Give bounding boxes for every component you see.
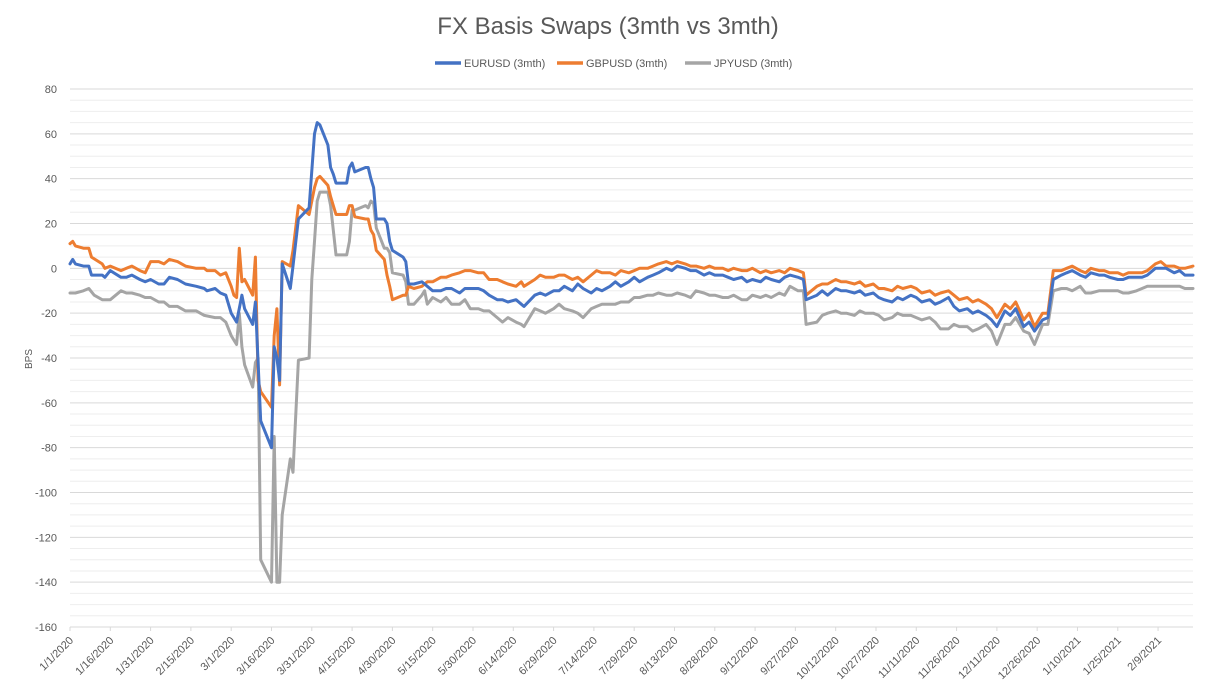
y-tick-label: -160 bbox=[35, 622, 57, 634]
y-axis-label: BPS bbox=[24, 349, 35, 369]
y-tick-label: 40 bbox=[45, 174, 57, 186]
y-tick-label: -40 bbox=[41, 353, 57, 365]
y-tick-label: -80 bbox=[41, 443, 57, 455]
y-tick-label: -140 bbox=[35, 577, 57, 589]
y-tick-label: 0 bbox=[51, 263, 57, 275]
series-line-eurusd bbox=[68, 121, 1195, 450]
legend-label: EURUSD (3mth) bbox=[464, 58, 545, 70]
legend-item: JPYUSD (3mth) bbox=[685, 58, 792, 70]
y-tick-label: -100 bbox=[35, 488, 57, 500]
legend-item: GBPUSD (3mth) bbox=[557, 58, 667, 70]
y-tick-label: -20 bbox=[41, 308, 57, 320]
y-tick-label: -60 bbox=[41, 398, 57, 410]
legend-label: JPYUSD (3mth) bbox=[714, 58, 792, 70]
y-axis-ticks: 80 60 40 20 0 -20 -40 -60 -80 -100 -120 -140 -160 bbox=[35, 84, 57, 634]
series-line-jpyusd bbox=[68, 190, 1195, 584]
y-tick-label: 20 bbox=[45, 219, 57, 231]
series-line-gbpusd bbox=[68, 174, 1195, 409]
gridlines bbox=[70, 88, 1193, 628]
y-tick-label: 80 bbox=[45, 84, 57, 96]
legend-label: GBPUSD (3mth) bbox=[586, 58, 667, 70]
legend-item: EURUSD (3mth) bbox=[435, 58, 545, 70]
y-tick-label: -120 bbox=[35, 532, 57, 544]
chart-title: FX Basis Swaps (3mth vs 3mth) bbox=[437, 13, 778, 40]
y-tick-label: 60 bbox=[45, 129, 57, 141]
series-lines bbox=[68, 121, 1195, 584]
legend: EURUSD (3mth) GBPUSD (3mth) JPYUSD (3mth) bbox=[435, 58, 792, 70]
